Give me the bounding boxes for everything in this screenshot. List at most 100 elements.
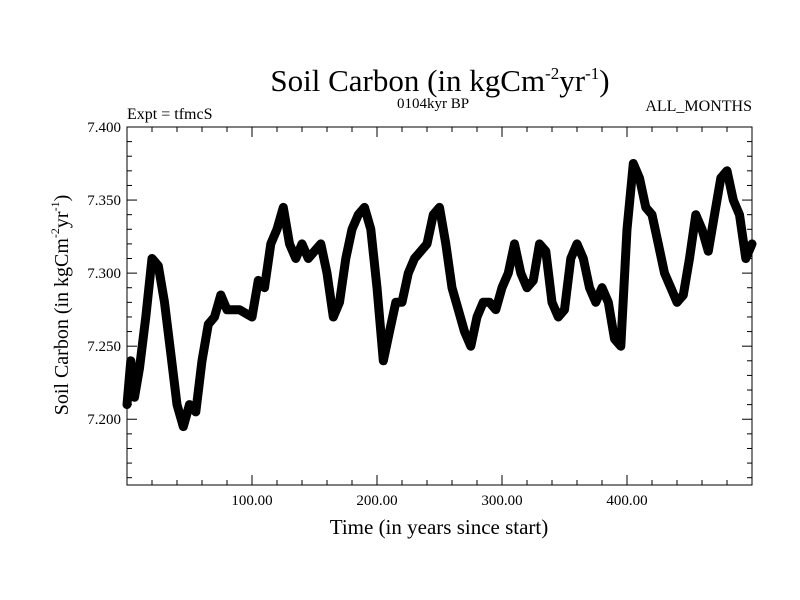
data-point: [213, 315, 216, 319]
y-tick-label: 7.200: [87, 412, 121, 428]
experiment-label: Expt = tfmcS: [127, 106, 212, 123]
data-point: [669, 286, 673, 290]
data-point: [275, 227, 279, 231]
data-point: [481, 300, 485, 304]
data-point: [288, 242, 291, 246]
data-point: [144, 315, 148, 319]
data-point: [425, 242, 429, 246]
y-axis-label-main: Soil Carbon (in kgCm: [51, 238, 73, 416]
data-point: [500, 286, 504, 290]
y-axis-label-end: ): [51, 195, 73, 202]
data-point: [638, 176, 641, 180]
x-axis: 100.00 200.00 300.00 400.00: [151, 127, 728, 509]
data-point: [150, 257, 154, 260]
data-point: [619, 344, 623, 348]
period-label: 0104kyr BP: [397, 96, 469, 112]
data-point: [238, 308, 241, 312]
data-point: [319, 242, 323, 246]
data-point: [169, 352, 173, 355]
data-point: [129, 359, 133, 363]
data-point: [300, 242, 304, 246]
chart-title-mid: yr: [559, 63, 586, 98]
data-point: [156, 264, 160, 268]
x-tick-label: 400.00: [606, 493, 647, 509]
data-point: [306, 257, 310, 260]
data-point: [206, 322, 210, 326]
y-tick-label: 7.300: [87, 266, 121, 282]
data-point: [463, 330, 466, 334]
data-point: [394, 300, 398, 304]
data-point: [744, 257, 748, 260]
series-layer: [122, 159, 757, 432]
data-point: [738, 213, 741, 217]
data-point: [444, 242, 448, 246]
data-point: [650, 213, 654, 217]
data-point: [525, 286, 529, 290]
data-point: [713, 213, 716, 217]
data-point: [269, 242, 273, 246]
data-point: [731, 198, 735, 202]
months-label: ALL_MONTHS: [645, 98, 752, 115]
data-point: [181, 425, 185, 429]
data-point: [594, 300, 598, 304]
data-point: [625, 227, 629, 231]
data-point: [544, 249, 548, 253]
data-point: [531, 278, 535, 282]
chart-title-main: Soil Carbon (in kgCm: [270, 63, 545, 98]
data-point: [494, 308, 498, 312]
data-point: [513, 242, 516, 246]
data-point: [719, 176, 723, 180]
data-point: [488, 300, 491, 304]
data-point: [706, 249, 710, 253]
y-tick-label: 7.400: [87, 120, 121, 136]
data-point: [581, 257, 585, 260]
data-point: [281, 205, 285, 209]
data-point: [331, 315, 335, 319]
data-point: [750, 242, 754, 246]
data-point: [725, 169, 729, 173]
data-point: [219, 293, 223, 297]
data-point: [644, 205, 648, 209]
data-point: [194, 410, 198, 414]
data-point: [369, 227, 373, 231]
data-point: [256, 278, 260, 282]
data-point: [375, 286, 379, 290]
data-point: [133, 395, 136, 399]
data-point: [188, 403, 191, 407]
chart-title-sup2: -1: [585, 64, 599, 83]
data-point: [588, 286, 591, 290]
data-point: [350, 227, 354, 231]
x-axis-label: Time (in years since start): [330, 515, 549, 539]
data-point: [294, 257, 298, 260]
data-point: [700, 227, 704, 231]
data-point: [250, 315, 254, 319]
data-point: [125, 403, 129, 407]
data-point: [344, 257, 348, 260]
data-point: [613, 337, 616, 341]
data-point: [656, 242, 660, 246]
data-point: [550, 300, 554, 304]
y-axis-label-sup2: -1: [48, 201, 62, 211]
data-point: [225, 308, 229, 312]
data-point: [338, 300, 341, 304]
data-point: [419, 249, 423, 253]
data-point: [675, 300, 679, 304]
plot-frame: [126, 126, 753, 486]
data-point: [694, 213, 698, 217]
data-point: [450, 286, 454, 290]
chart-title-sup1: -2: [545, 64, 559, 83]
data-point: [400, 300, 404, 304]
chart-title-end: ): [599, 63, 609, 98]
y-tick-label: 7.350: [87, 193, 121, 209]
y-axis-label-mid: yr: [51, 211, 73, 228]
x-tick-label: 300.00: [481, 493, 522, 509]
data-point: [475, 315, 479, 319]
data-point: [506, 271, 510, 275]
y-axis: 7.200 7.250 7.300 7.350 7.400: [87, 120, 752, 479]
data-point: [563, 308, 566, 312]
data-point: [681, 293, 685, 297]
data-point: [606, 300, 610, 304]
data-point: [575, 242, 579, 246]
data-point: [138, 366, 141, 370]
data-point: [388, 330, 391, 334]
